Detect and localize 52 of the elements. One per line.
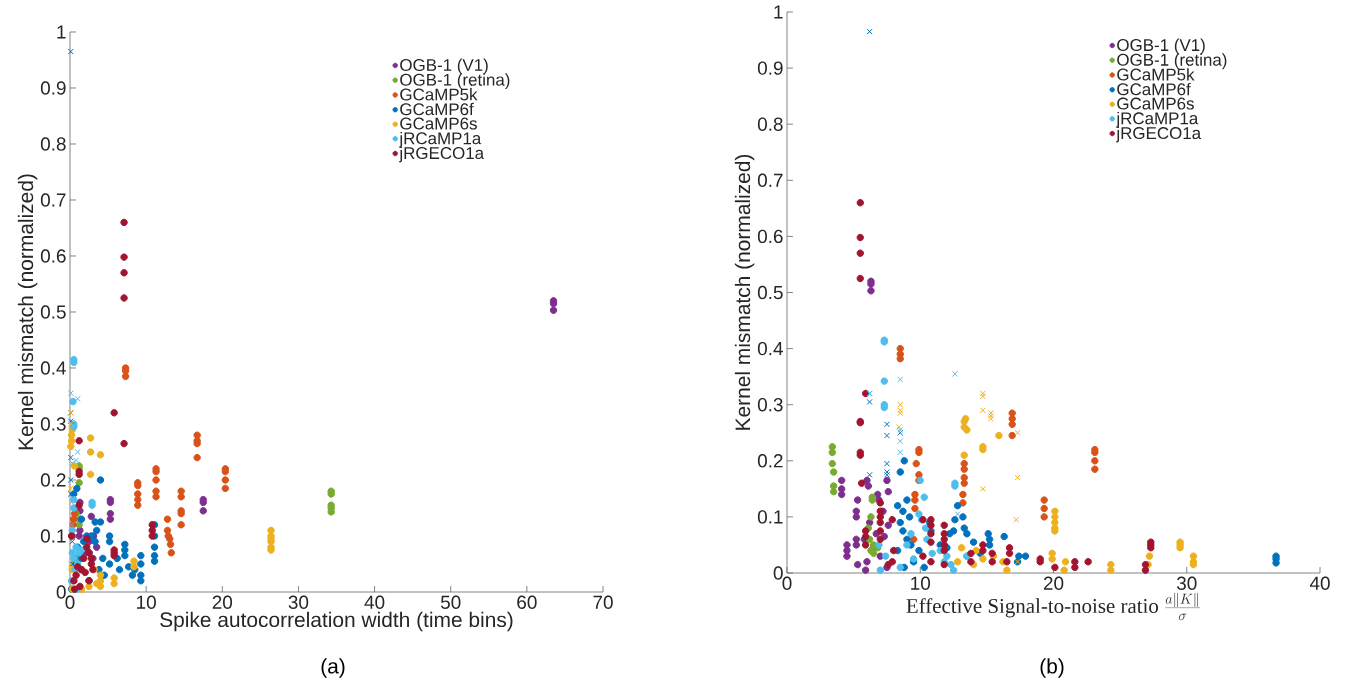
y-axis-title: Kernel mismatch (normalized) bbox=[17, 174, 38, 450]
x-tick-label: 70 bbox=[593, 595, 613, 609]
y-tick-label: 0.5 bbox=[40, 305, 66, 319]
y-tick-label: 1 bbox=[774, 5, 783, 19]
y-tick-label: 0.4 bbox=[757, 341, 783, 356]
legend-label: jRGECO1a bbox=[398, 146, 485, 163]
y-tick-label: 0.7 bbox=[757, 173, 783, 187]
y-tick-label: 0.6 bbox=[757, 229, 783, 244]
y-tick-label: 1 bbox=[57, 25, 66, 39]
y-tick-label: 0.9 bbox=[757, 61, 783, 75]
x-tick-label: 30 bbox=[288, 595, 309, 609]
y-tick-label: 0.2 bbox=[40, 473, 66, 487]
y-axis-title: Kernel mismatch (normalized) bbox=[734, 154, 755, 430]
legend-label: GCaMP6s bbox=[1117, 97, 1194, 110]
legend-label: GCaMP6f bbox=[1117, 82, 1191, 96]
legend-label: jRGECO1a bbox=[1115, 126, 1202, 143]
x-tick-label: 10 bbox=[137, 595, 156, 609]
y-tick-label: 0.6 bbox=[40, 249, 66, 263]
text: $\frac{a\|K\|}{\sigma}$ bbox=[1165, 592, 1200, 621]
x-tick-label: 10 bbox=[911, 576, 931, 590]
x-tick-label: 0 bbox=[782, 576, 792, 590]
legend-label: GCaMP6f bbox=[400, 102, 474, 116]
x-axis-title: Effective Signal-to-noise ratio bbox=[906, 598, 1159, 618]
x-tick-label: 20 bbox=[1043, 576, 1064, 590]
x-axis-title: Spike autocorrelation width (time bins) bbox=[160, 611, 513, 632]
legend-label: jRCaMP1a bbox=[1115, 111, 1199, 128]
y-tick-label: 0.8 bbox=[40, 137, 66, 151]
x-tick-label: 30 bbox=[1176, 576, 1197, 590]
y-tick-label: 0 bbox=[773, 566, 783, 580]
legend-label: jRCaMP1a bbox=[398, 131, 482, 148]
text: (a) bbox=[321, 658, 345, 678]
y-tick-label: 0.3 bbox=[757, 397, 783, 412]
y-tick-label: 0.1 bbox=[757, 510, 783, 524]
x-tick-label: 40 bbox=[1309, 576, 1330, 590]
y-tick-label: 0.7 bbox=[40, 193, 66, 207]
text: (b) bbox=[1040, 658, 1064, 678]
legend-label: GCaMP5k bbox=[400, 88, 478, 101]
y-tick-label: 0.2 bbox=[757, 454, 783, 468]
y-tick-label: 0.1 bbox=[40, 529, 66, 543]
legend-label: GCaMP5k bbox=[1117, 68, 1195, 81]
y-tick-label: 0.9 bbox=[40, 81, 66, 95]
x-tick-label: 50 bbox=[440, 595, 461, 609]
x-tick-label: 0 bbox=[65, 595, 75, 609]
legend-label: GCaMP6s bbox=[400, 117, 477, 130]
y-tick-label: 0.8 bbox=[757, 117, 783, 131]
x-tick-label: 20 bbox=[212, 595, 233, 609]
y-tick-label: 0.5 bbox=[757, 285, 783, 300]
x-tick-label: 60 bbox=[517, 595, 537, 609]
y-tick-label: 0 bbox=[56, 585, 66, 599]
y-tick-label: 0.4 bbox=[40, 361, 66, 375]
x-tick-label: 40 bbox=[364, 595, 385, 609]
y-tick-label: 0.3 bbox=[40, 417, 66, 431]
